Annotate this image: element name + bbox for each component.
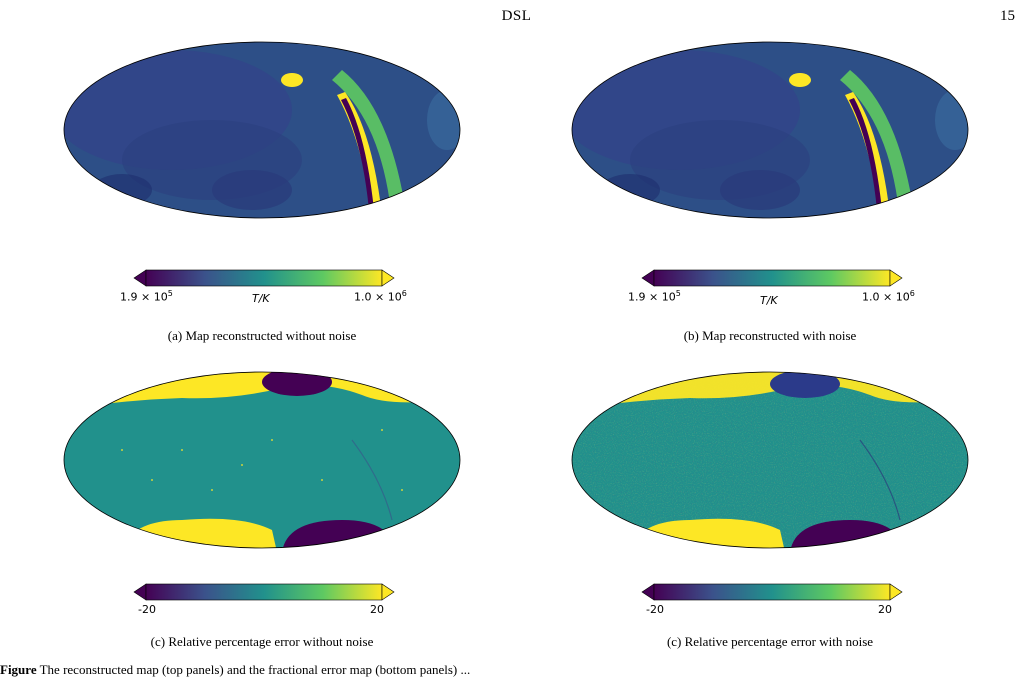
panel-b: 1.9 × 105 T/K 1.0 × 106 (b) Map reconstr… [570,40,990,350]
colorbar-b [641,269,903,287]
colorbar-b-max-label: 1.0 × 106 [862,289,915,304]
panel-d: -20 20 (c) Relative percentage error wit… [570,370,990,660]
sky-map-a [63,41,461,219]
panel-a: 1.9 × 105 T/K 1.0 × 106 (a) Map reconstr… [62,40,482,350]
colorbar-d-min-label: -20 [646,603,664,616]
running-title: DSL [501,8,532,24]
colorbar-d [641,583,903,601]
error-map-d [571,371,969,549]
figure-caption-label: Figure [0,662,37,677]
figure-caption: Figure The reconstructed map (top panels… [0,662,470,678]
caption-d: (c) Relative percentage error with noise [666,634,874,649]
caption-a: (a) Map reconstructed without noise [167,328,357,343]
panel-c: -20 20 (c) Relative percentage error wit… [62,370,482,660]
caption-b: (b) Map reconstructed with noise [683,328,857,343]
figure-caption-text: The reconstructed map (top panels) and t… [39,662,471,677]
colorbar-c-min-label: -20 [138,603,156,616]
page-number: 15 [1000,8,1015,24]
colorbar-c-max-label: 20 [370,603,384,616]
colorbar-a [133,269,395,287]
colorbar-b-unit: T/K [760,294,778,307]
error-map-c [63,371,461,549]
colorbar-d-max-label: 20 [878,603,892,616]
colorbar-a-max-label: 1.0 × 106 [354,289,407,304]
colorbar-a-min-label: 1.9 × 105 [120,289,173,304]
sky-map-b [571,41,969,219]
caption-c: (c) Relative percentage error without no… [150,634,374,649]
colorbar-b-min-label: 1.9 × 105 [628,289,681,304]
colorbar-c [133,583,395,601]
colorbar-a-unit: T/K [252,292,270,305]
